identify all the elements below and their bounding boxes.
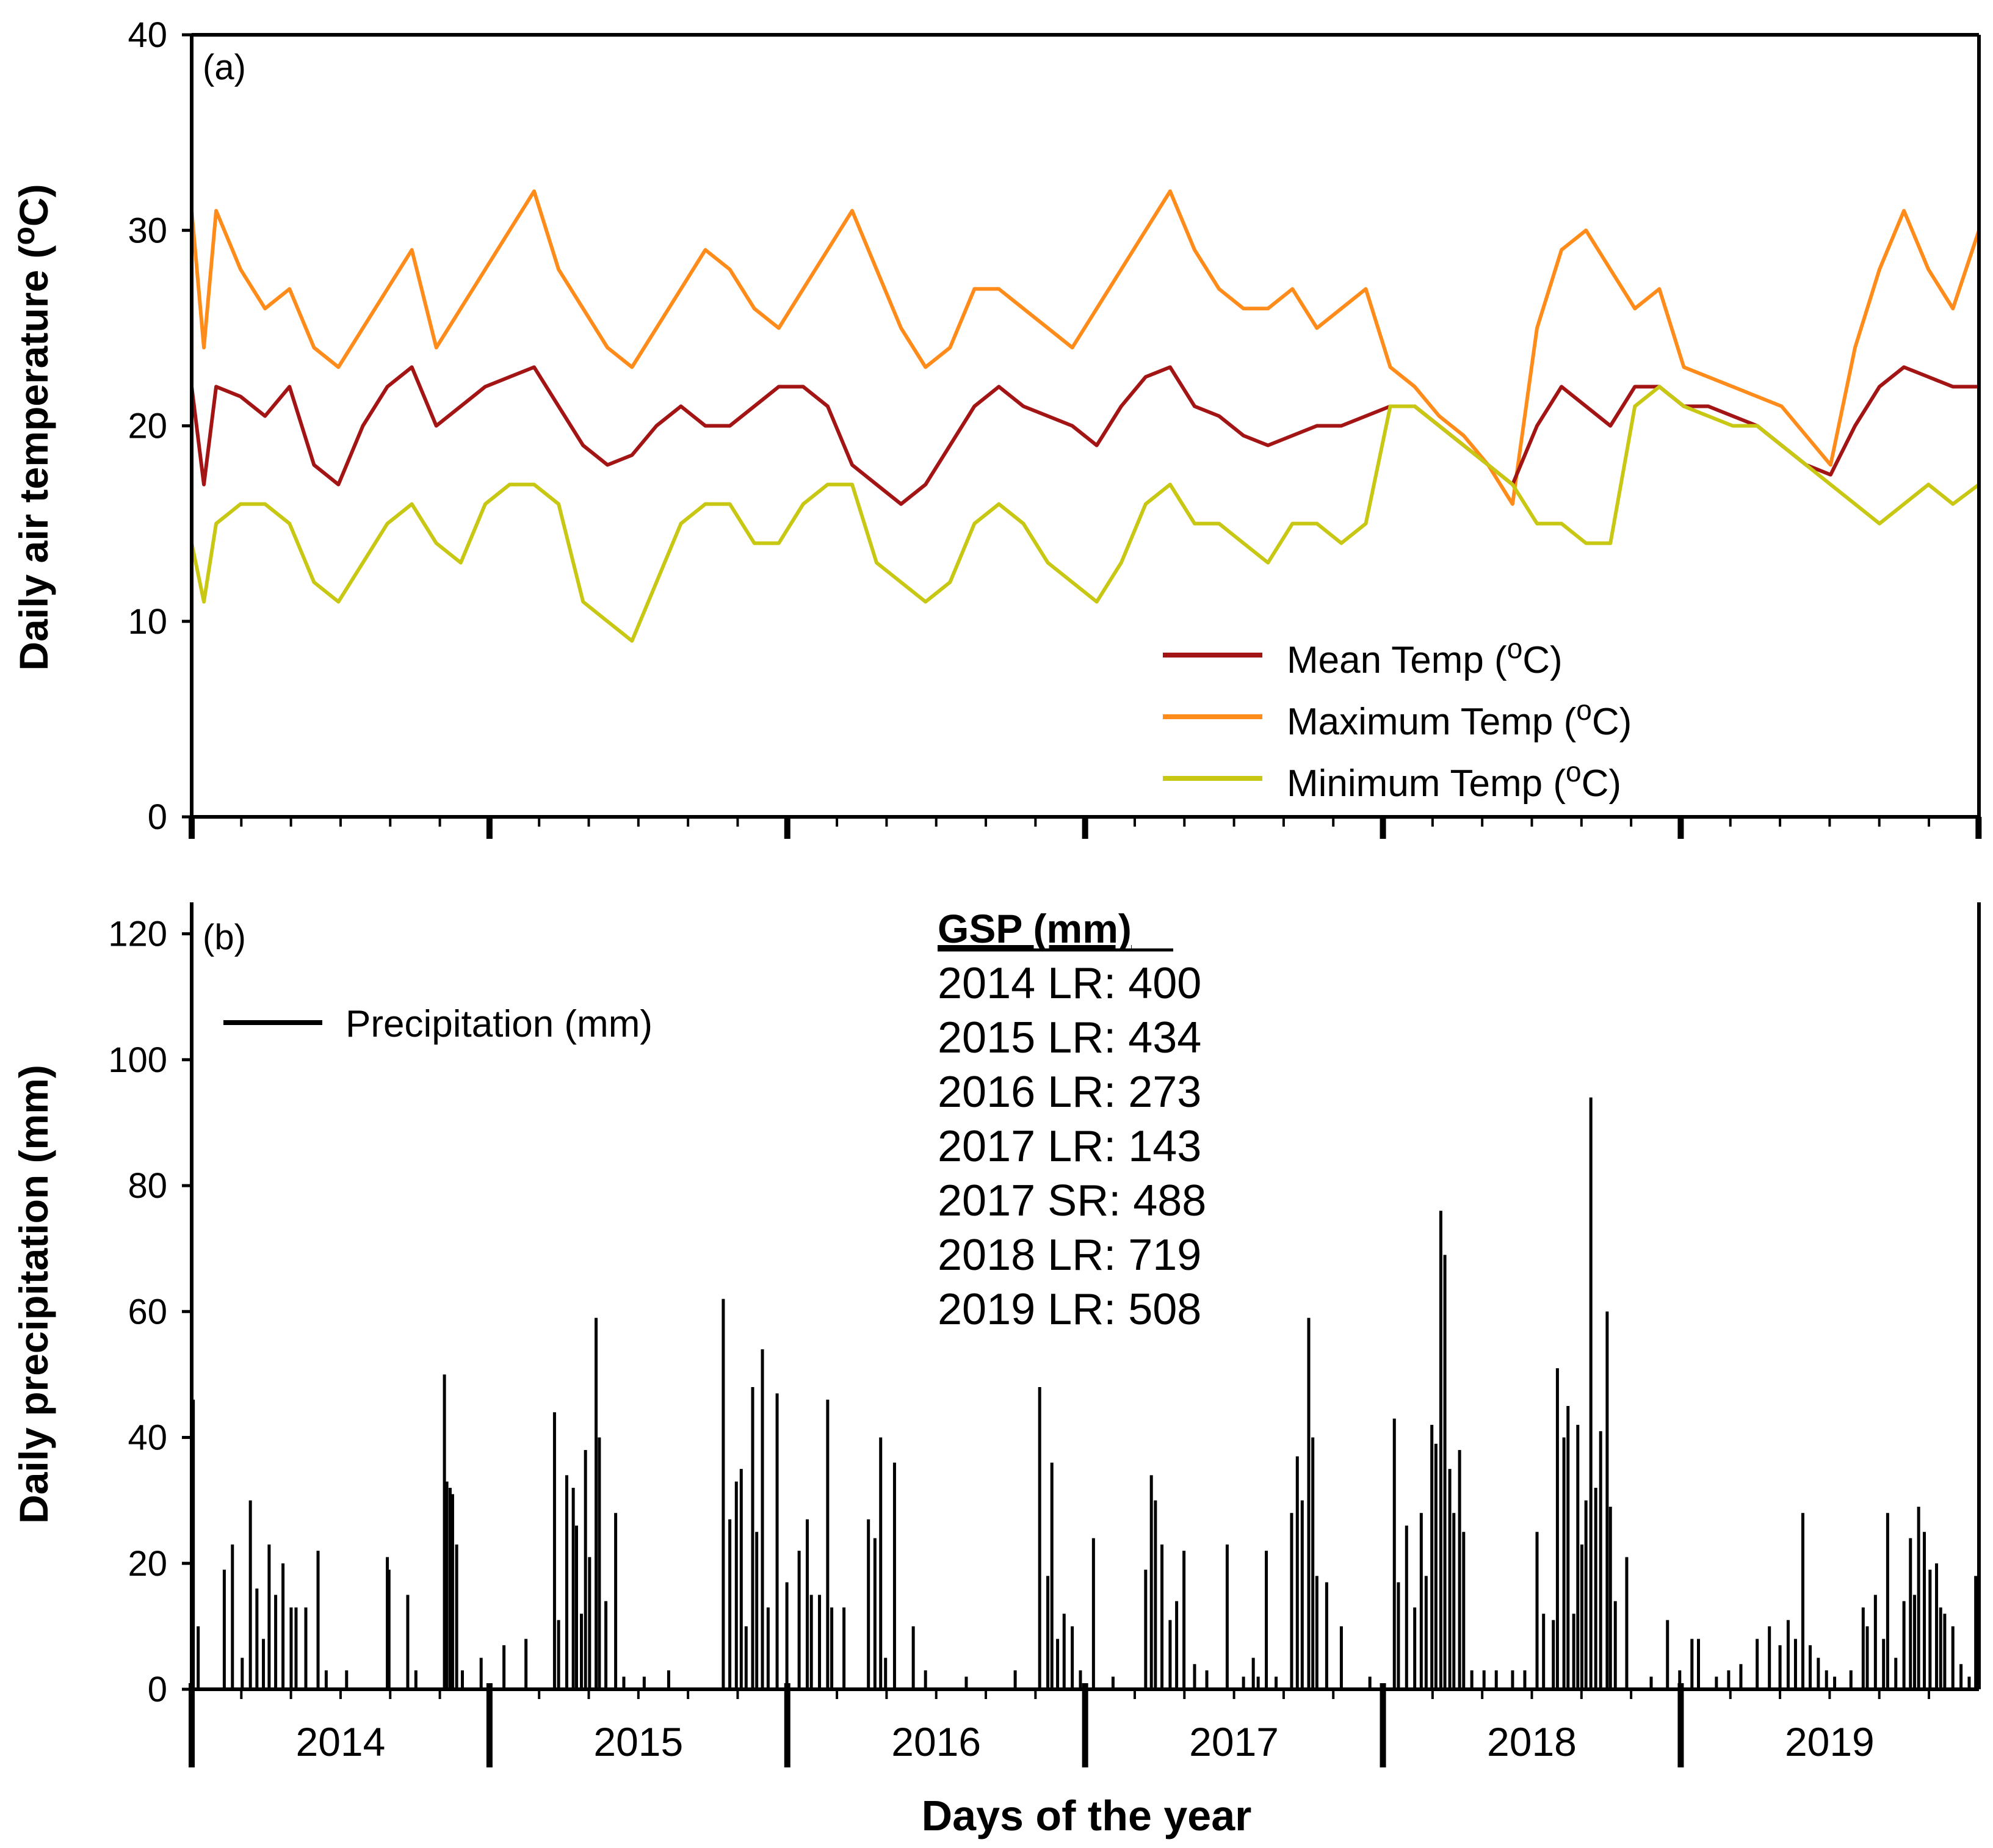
panel-b-x-axis-title: Days of the year	[922, 1792, 1252, 1839]
temperature-series-group	[190, 189, 1981, 643]
legend-precipitation-label: Precipitation (mm)	[345, 1003, 653, 1045]
gsp-row: 2016 LR: 273	[938, 1068, 1201, 1117]
gsp-row: 2018 LR: 719	[938, 1231, 1201, 1280]
gsp-row: 2015 LR: 434	[938, 1013, 1201, 1062]
y-tick-label: 20	[128, 1544, 167, 1584]
panel-b-y-axis-title: Daily precipitation (mm)	[11, 1065, 56, 1524]
gsp-row: 2014 LR: 400	[938, 959, 1201, 1008]
year-label-2016: 2016	[891, 1719, 981, 1764]
gsp-title: GSP (mm)	[938, 906, 1132, 951]
legend-max-temp-label: Maximum Temp (oC)	[1287, 694, 1632, 743]
panel-b-x-ticks	[189, 1683, 1931, 1767]
series-line-maximum-temp	[190, 189, 1981, 506]
gsp-row: 2017 LR: 143	[938, 1122, 1201, 1171]
y-tick-label: 20	[128, 407, 167, 446]
y-tick-label: 10	[128, 602, 167, 642]
y-tick-label: 40	[128, 15, 167, 55]
year-label-2017: 2017	[1189, 1719, 1279, 1764]
precipitation-bars-group	[192, 1097, 1978, 1689]
panel-a-label: (a)	[203, 48, 246, 87]
year-label-2019: 2019	[1785, 1719, 1875, 1764]
panel-b-legend: Precipitation (mm)	[223, 1003, 653, 1045]
panel-a-y-title-unit: C)	[11, 184, 56, 226]
panel-a-y-title-text: Daily air temperature	[11, 270, 56, 671]
gsp-row: 2019 LR: 508	[938, 1285, 1201, 1334]
legend-min-temp-label: Minimum Temp (oC)	[1287, 756, 1621, 805]
panel-b-y-ticks: 0 20 40 60 80 100 120	[108, 915, 192, 1709]
y-tick-label: 0	[148, 1670, 167, 1709]
y-tick-label: 0	[148, 797, 167, 837]
gsp-annotation: GSP (mm) 2014 LR: 400 2015 LR: 434 2016 …	[938, 906, 1206, 1334]
panel-b-year-labels: 2014 2015 2016 2017 2018 2019	[295, 1719, 1874, 1764]
panel-a-y-axis-title: Daily air temperature (oC)	[7, 184, 56, 670]
y-tick-label: 60	[128, 1292, 167, 1332]
y-tick-label: 120	[108, 915, 167, 954]
y-tick-label: 100	[108, 1040, 167, 1080]
panel-b-precipitation: 0 20 40 60 80 100 120 2014 2015 2016 2017 2018 2019…	[11, 902, 1981, 1839]
panel-b-label: (b)	[203, 918, 246, 957]
year-label-2018: 2018	[1487, 1719, 1577, 1764]
y-tick-label: 80	[128, 1166, 167, 1206]
year-label-2014: 2014	[295, 1719, 385, 1764]
y-tick-label: 40	[128, 1418, 167, 1458]
year-label-2015: 2015	[593, 1719, 683, 1764]
panel-a-x-ticks	[189, 817, 1982, 839]
panel-a-y-ticks: 0 10 20 30 40	[128, 15, 192, 837]
panel-a-temperature: 0 10 20 30 40 (a) Daily air temperature (oC)…	[7, 15, 1982, 839]
series-line-minimum-temp	[190, 385, 1980, 643]
gsp-row: 2017 SR: 488	[938, 1176, 1206, 1225]
y-tick-label: 30	[128, 211, 167, 250]
panel-a-legend: Mean Temp (oC) Maximum Temp (oC) Minimum…	[1163, 632, 1632, 805]
legend-mean-temp-label: Mean Temp (oC)	[1287, 632, 1563, 681]
panel-a-y-title-degree: o	[7, 226, 41, 245]
